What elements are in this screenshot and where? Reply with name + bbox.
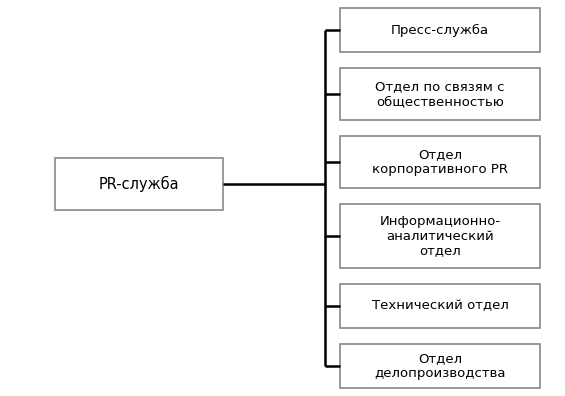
Bar — [340, 344, 540, 388]
Text: Информационно-
аналитический
отдел: Информационно- аналитический отдел — [380, 215, 501, 257]
Bar — [55, 158, 223, 210]
Text: PR-служба: PR-служба — [99, 176, 179, 192]
Text: Отдел
делопроизводства: Отдел делопроизводства — [374, 352, 506, 380]
Text: Технический отдел: Технический отдел — [372, 299, 508, 312]
Text: Отдел
корпоративного PR: Отдел корпоративного PR — [372, 148, 508, 176]
Text: Пресс-служба: Пресс-служба — [391, 23, 489, 36]
Bar — [340, 204, 540, 268]
Bar — [340, 136, 540, 188]
Text: Отдел по связям с
общественностью: Отдел по связям с общественностью — [375, 80, 505, 108]
Bar — [340, 284, 540, 328]
Bar — [340, 8, 540, 52]
Bar — [340, 68, 540, 120]
